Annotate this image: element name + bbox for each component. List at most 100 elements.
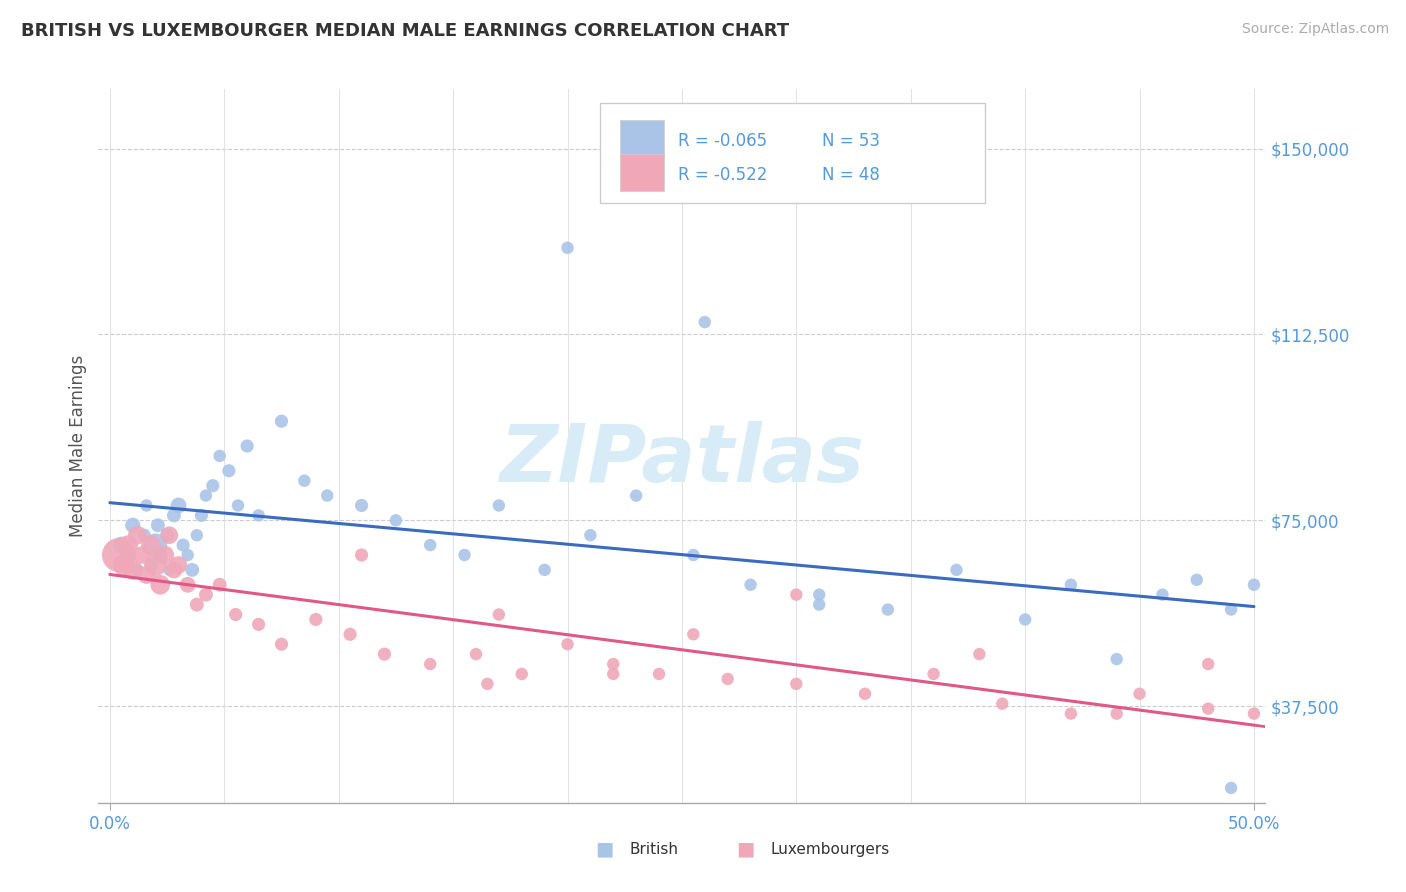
Point bbox=[785, 588, 807, 602]
Point bbox=[208, 578, 231, 592]
FancyBboxPatch shape bbox=[620, 154, 665, 191]
Point bbox=[648, 667, 671, 681]
Text: R = -0.065: R = -0.065 bbox=[679, 132, 768, 150]
Point bbox=[176, 548, 198, 562]
Point bbox=[1197, 657, 1219, 671]
Point bbox=[194, 588, 217, 602]
Point bbox=[121, 518, 143, 533]
Point bbox=[247, 508, 270, 523]
Point bbox=[226, 499, 249, 513]
Point bbox=[1060, 578, 1083, 592]
Point bbox=[785, 677, 807, 691]
Point bbox=[1220, 780, 1243, 795]
Point bbox=[1243, 706, 1265, 721]
Point bbox=[127, 528, 149, 542]
Point bbox=[135, 499, 157, 513]
Point bbox=[682, 627, 704, 641]
Text: R = -0.522: R = -0.522 bbox=[679, 166, 768, 184]
Point bbox=[922, 667, 945, 681]
Point bbox=[153, 548, 176, 562]
Point bbox=[453, 548, 475, 562]
Point bbox=[385, 513, 408, 527]
Text: Luxembourgers: Luxembourgers bbox=[770, 842, 890, 856]
Point bbox=[208, 449, 231, 463]
Point bbox=[176, 578, 198, 592]
Point bbox=[194, 489, 217, 503]
Point bbox=[127, 563, 149, 577]
Point bbox=[117, 548, 139, 562]
Point bbox=[139, 538, 162, 552]
Point bbox=[145, 538, 167, 552]
Point bbox=[1243, 578, 1265, 592]
Point bbox=[488, 607, 510, 622]
Point bbox=[305, 612, 328, 626]
Point bbox=[167, 558, 190, 572]
Point bbox=[693, 315, 716, 329]
Point bbox=[186, 528, 208, 542]
Point bbox=[163, 508, 186, 523]
Point bbox=[350, 499, 373, 513]
Point bbox=[139, 558, 162, 572]
Point bbox=[134, 528, 156, 542]
Point bbox=[876, 602, 898, 616]
Point bbox=[108, 548, 131, 562]
Text: BRITISH VS LUXEMBOURGER MEDIAN MALE EARNINGS CORRELATION CHART: BRITISH VS LUXEMBOURGER MEDIAN MALE EARN… bbox=[21, 22, 789, 40]
Point bbox=[167, 499, 190, 513]
Point bbox=[1014, 612, 1036, 626]
Point bbox=[373, 647, 395, 661]
FancyBboxPatch shape bbox=[620, 120, 665, 157]
Point bbox=[292, 474, 315, 488]
Point bbox=[149, 548, 172, 562]
Text: N = 48: N = 48 bbox=[823, 166, 880, 184]
Point bbox=[945, 563, 967, 577]
Point bbox=[135, 567, 157, 582]
Point bbox=[149, 578, 172, 592]
Point bbox=[682, 548, 704, 562]
Text: British: British bbox=[630, 842, 679, 856]
Point bbox=[808, 598, 831, 612]
Point bbox=[172, 538, 194, 552]
Text: ■: ■ bbox=[735, 839, 755, 859]
Point bbox=[190, 508, 212, 523]
Point bbox=[339, 627, 361, 641]
Point bbox=[419, 657, 441, 671]
Point bbox=[186, 598, 208, 612]
Point bbox=[1185, 573, 1208, 587]
Point bbox=[270, 637, 292, 651]
Point bbox=[163, 563, 186, 577]
Point bbox=[156, 528, 179, 542]
Point bbox=[477, 677, 499, 691]
Point bbox=[488, 499, 510, 513]
Point bbox=[110, 538, 132, 552]
Text: Source: ZipAtlas.com: Source: ZipAtlas.com bbox=[1241, 22, 1389, 37]
Point bbox=[117, 538, 139, 552]
Point bbox=[112, 558, 135, 572]
Point bbox=[465, 647, 488, 661]
Point bbox=[1060, 706, 1083, 721]
Point bbox=[145, 558, 167, 572]
Point bbox=[218, 464, 240, 478]
Point bbox=[853, 687, 876, 701]
Point bbox=[510, 667, 533, 681]
Point bbox=[131, 548, 153, 562]
Point bbox=[236, 439, 259, 453]
Point bbox=[557, 637, 579, 651]
Point bbox=[146, 518, 169, 533]
Point bbox=[602, 667, 624, 681]
Point bbox=[717, 672, 740, 686]
Point bbox=[157, 563, 180, 577]
Point bbox=[157, 528, 180, 542]
Point bbox=[1152, 588, 1174, 602]
Point bbox=[991, 697, 1014, 711]
Text: ZIPatlas: ZIPatlas bbox=[499, 421, 865, 500]
Point bbox=[247, 617, 270, 632]
Point bbox=[350, 548, 373, 562]
Point bbox=[1220, 602, 1243, 616]
Point bbox=[1128, 687, 1150, 701]
Point bbox=[121, 563, 143, 577]
Point bbox=[419, 538, 441, 552]
Point bbox=[225, 607, 247, 622]
Point bbox=[740, 578, 762, 592]
Point bbox=[602, 657, 624, 671]
Point bbox=[181, 563, 204, 577]
